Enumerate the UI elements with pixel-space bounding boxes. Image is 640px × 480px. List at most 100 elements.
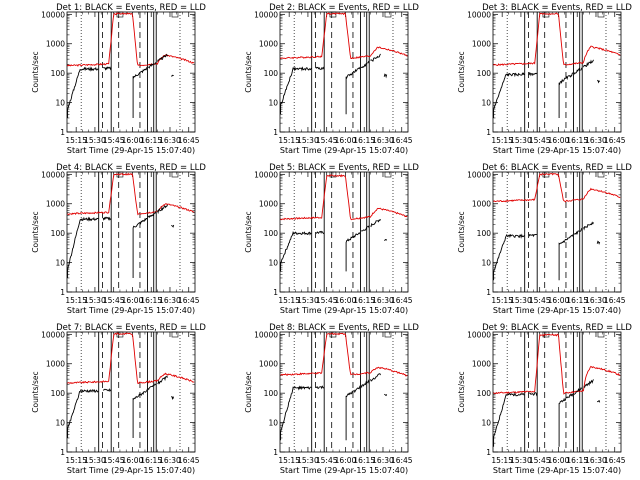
x-tick-label: 15:30 — [84, 136, 106, 145]
events-series-line — [558, 234, 574, 281]
events-series-line — [583, 59, 594, 68]
top-marker-box — [597, 331, 605, 338]
x-tick-label: 16:00 — [335, 296, 357, 305]
events-series-line — [345, 66, 361, 115]
x-tick-label: 15:45 — [529, 456, 551, 465]
x-tick-label: 16:45 — [391, 136, 413, 145]
y-tick-label: 1 — [486, 448, 491, 457]
panel-title: Det 2: BLACK = Events, RED = LLD — [269, 3, 419, 13]
y-tick-label: 10 — [268, 419, 278, 428]
x-tick-label: 16:00 — [548, 136, 570, 145]
lld-series-line — [280, 12, 408, 60]
lld-series-line — [493, 12, 621, 66]
panel-title: Det 7: BLACK = Events, RED = LLD — [56, 323, 206, 333]
y-tick-label: 10 — [268, 259, 278, 268]
y-tick-label: 1 — [486, 288, 491, 297]
x-axis-label: Start Time (29-Apr-15 15:07:40) — [67, 306, 195, 315]
y-tick-label: 100 — [477, 389, 492, 398]
events-series-line — [157, 54, 168, 62]
lld-series-line — [67, 172, 195, 216]
y-axis-label: Counts/sec — [244, 211, 253, 252]
events-series-line — [383, 73, 388, 79]
plot-frame — [66, 171, 196, 293]
events-series-line — [280, 66, 312, 115]
y-tick-label: 10 — [481, 259, 491, 268]
events-series-line — [103, 66, 112, 71]
x-axis-label: Start Time (29-Apr-15 15:07:40) — [280, 146, 408, 155]
x-tick-label: 16:30 — [585, 456, 607, 465]
events-series-line — [67, 216, 99, 278]
events-series-line — [360, 226, 368, 232]
events-series-line — [573, 388, 581, 395]
x-tick-label: 15:30 — [297, 456, 319, 465]
x-tick-label: 16:30 — [585, 136, 607, 145]
events-series-line — [102, 216, 112, 221]
y-tick-label: 1000 — [46, 40, 65, 49]
x-axis-label: Start Time (29-Apr-15 15:07:40) — [493, 306, 621, 315]
panel-5: Det 5: BLACK = Events, RED = LLD Counts/s… — [244, 163, 419, 315]
x-tick-label: 15:15 — [491, 136, 513, 145]
panel-title: Det 6: BLACK = Events, RED = LLD — [482, 163, 632, 173]
panel-1: Det 1: BLACK = Events, RED = LLD Counts/s… — [31, 3, 206, 155]
events-series-line — [583, 379, 594, 388]
top-marker-box — [597, 171, 605, 178]
top-marker-box — [384, 331, 392, 338]
x-tick-label: 15:15 — [65, 136, 87, 145]
y-tick-label: 10000 — [254, 10, 278, 19]
panel-4: Det 4: BLACK = Events, RED = LLD Counts/s… — [31, 163, 206, 315]
x-tick-label: 16:45 — [604, 456, 626, 465]
events-series-line — [67, 66, 99, 118]
x-tick-label: 16:00 — [548, 296, 570, 305]
x-tick-label: 16:15 — [566, 136, 588, 145]
y-axis-label: Counts/sec — [31, 211, 40, 252]
events-series-line — [157, 375, 168, 385]
x-tick-label: 16:00 — [122, 296, 144, 305]
x-tick-label: 16:00 — [548, 456, 570, 465]
panel-title: Det 5: BLACK = Events, RED = LLD — [269, 163, 419, 173]
x-tick-label: 15:45 — [316, 136, 338, 145]
events-series-line — [597, 399, 601, 403]
y-tick-label: 1 — [273, 128, 278, 137]
top-marker-box — [116, 331, 124, 338]
x-tick-label: 16:15 — [140, 456, 162, 465]
y-tick-label: 10000 — [467, 10, 491, 19]
events-series-line — [154, 211, 157, 215]
events-series-line — [280, 385, 312, 441]
events-series-line — [370, 53, 381, 62]
x-tick-label: 15:45 — [316, 296, 338, 305]
events-series-line — [558, 393, 574, 447]
events-series-line — [345, 232, 361, 272]
x-tick-label: 15:45 — [103, 136, 125, 145]
x-tick-label: 16:00 — [335, 456, 357, 465]
events-series-line — [384, 239, 388, 241]
x-tick-label: 16:00 — [335, 136, 357, 145]
x-tick-label: 16:30 — [372, 296, 394, 305]
events-series-line — [597, 79, 600, 84]
x-tick-label: 15:30 — [510, 296, 532, 305]
plot-frame — [279, 11, 409, 133]
events-series-line — [67, 389, 99, 438]
top-marker-box — [384, 11, 392, 18]
events-series-line — [493, 72, 525, 118]
panel-title: Det 3: BLACK = Events, RED = LLD — [482, 3, 632, 13]
plot-frame — [66, 11, 196, 133]
panel-title: Det 8: BLACK = Events, RED = LLD — [269, 323, 419, 333]
y-axis-label: Counts/sec — [457, 51, 466, 92]
plot-frame — [492, 11, 622, 133]
x-axis-label: Start Time (29-Apr-15 15:07:40) — [280, 466, 408, 475]
plot-frame — [279, 171, 409, 293]
top-marker-box — [116, 11, 124, 18]
events-series-line — [367, 60, 370, 64]
events-series-line — [148, 63, 154, 69]
events-series-line — [573, 230, 580, 235]
events-series-line — [528, 233, 538, 238]
x-tick-label: 16:30 — [372, 136, 394, 145]
x-tick-label: 16:45 — [391, 296, 413, 305]
y-tick-label: 1000 — [259, 200, 278, 209]
events-series-line — [102, 388, 112, 392]
y-tick-label: 10000 — [41, 170, 65, 179]
x-tick-label: 16:00 — [122, 456, 144, 465]
y-tick-label: 1 — [60, 128, 65, 137]
x-tick-label: 15:30 — [510, 136, 532, 145]
x-tick-label: 16:15 — [140, 296, 162, 305]
